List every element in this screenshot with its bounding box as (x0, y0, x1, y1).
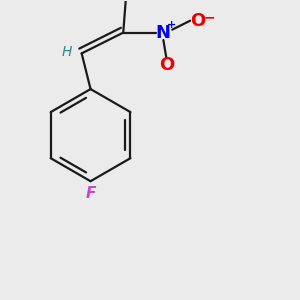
Text: H: H (61, 45, 72, 59)
Text: N: N (156, 24, 171, 42)
Text: +: + (167, 20, 176, 30)
Text: −: − (203, 11, 215, 25)
Text: O: O (190, 12, 205, 30)
Text: F: F (85, 186, 96, 201)
Text: O: O (159, 56, 174, 74)
